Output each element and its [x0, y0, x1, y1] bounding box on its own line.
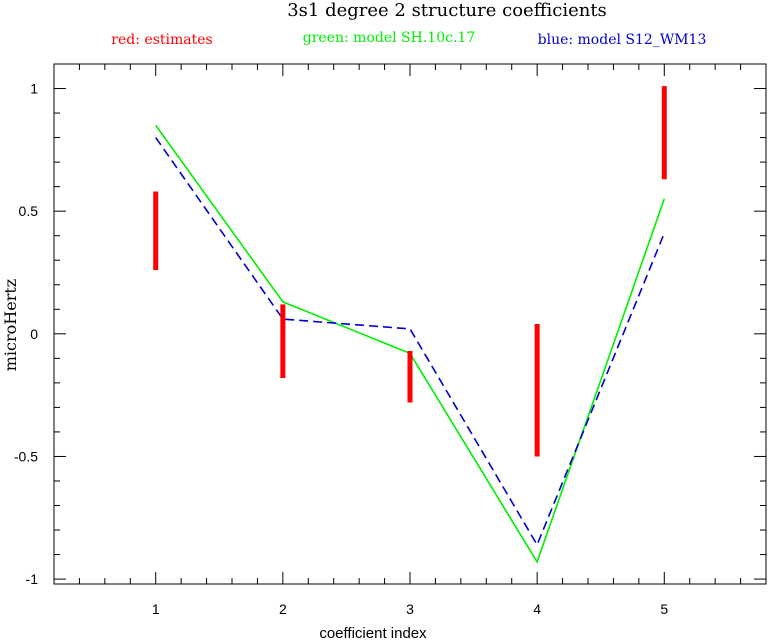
legend-sh10c17: green: model SH.10c.17 — [303, 30, 475, 46]
y-tick-label: -1 — [26, 571, 39, 587]
plot-frame — [53, 63, 767, 585]
y-tick-label: -0.5 — [14, 448, 38, 464]
y-axis-label: microHertz — [1, 279, 20, 371]
y-tick-label: 0 — [30, 326, 38, 342]
y-tick-labels: -1 -0.5 0 0.5 1 — [14, 81, 38, 588]
y-tick-label: 0.5 — [19, 203, 39, 219]
x-tick-label: 5 — [660, 601, 668, 617]
x-tick-label: 4 — [533, 601, 541, 617]
y-tick-label: 1 — [30, 81, 38, 97]
series-line-sh-10c-17 — [155, 124, 666, 564]
series-lines — [155, 124, 666, 564]
legend-s12wm13: blue: model S12_WM13 — [538, 32, 707, 48]
estimate-bars — [153, 86, 667, 457]
series-line-s12-wm13 — [155, 137, 666, 547]
x-tick-label: 3 — [406, 601, 414, 617]
x-tick-label: 1 — [152, 601, 160, 617]
chart-title: 3s1 degree 2 structure coefficients — [287, 0, 607, 21]
legend-estimates: red: estimates — [111, 32, 212, 48]
x-axis-label: coefficient index — [319, 625, 427, 641]
x-tick-labels: 1 2 3 4 5 — [152, 601, 669, 617]
x-tick-label: 2 — [279, 601, 287, 617]
axis-ticks — [53, 63, 767, 584]
